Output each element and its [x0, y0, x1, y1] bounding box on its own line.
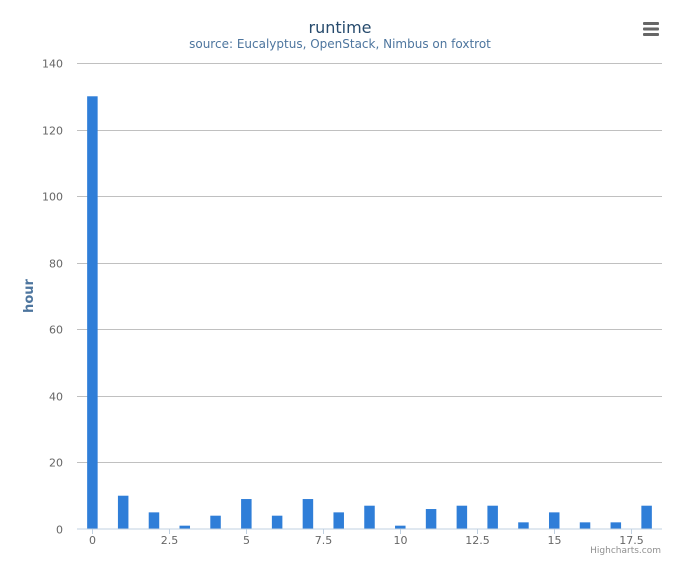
bar — [241, 499, 252, 529]
y-tick-label: 0 — [56, 524, 63, 537]
x-tick-label: 15 — [548, 534, 562, 547]
y-tick-label: 100 — [42, 191, 63, 204]
bar — [117, 495, 129, 529]
chart-menu-button[interactable] — [636, 15, 666, 43]
y-tick-label: 20 — [49, 457, 63, 470]
x-tick-label: 10 — [394, 534, 408, 547]
x-tick-label: 12.5 — [465, 534, 490, 547]
bar — [425, 509, 437, 529]
x-tick-label: 7.5 — [315, 534, 333, 547]
bar — [148, 512, 160, 529]
credits-label[interactable]: Highcharts.com — [590, 546, 661, 556]
bar — [395, 525, 406, 529]
bar — [487, 505, 498, 529]
bar — [179, 525, 191, 529]
bar — [548, 512, 560, 529]
bar — [87, 96, 98, 529]
hamburger-menu-icon — [643, 22, 659, 36]
x-tick-label: 2.5 — [161, 534, 179, 547]
y-tick-label: 80 — [49, 258, 63, 271]
bar — [302, 499, 314, 529]
chart-subtitle: source: Eucalyptus, OpenStack, Nimbus on… — [189, 37, 491, 51]
bar — [210, 515, 221, 529]
bar-series — [87, 96, 652, 529]
y-tick-label: 140 — [42, 58, 63, 71]
y-tick-label: 60 — [49, 324, 63, 337]
x-tick-label: 5 — [243, 534, 250, 547]
x-tick-label: 17.5 — [619, 534, 644, 547]
bar — [456, 505, 468, 529]
x-tick-label: 0 — [89, 534, 96, 547]
bar — [641, 505, 652, 529]
gridlines — [77, 63, 662, 463]
bar — [610, 522, 622, 529]
y-tick-label: 40 — [49, 391, 63, 404]
chart-title: runtime — [308, 18, 371, 37]
y-axis-title: hour — [22, 278, 37, 312]
bar — [271, 515, 283, 529]
x-axis-ticks: 0 2.5 5 7.5 10 12.5 15 17.5 — [89, 529, 644, 547]
y-axis-tick-labels: 0 20 40 60 80 100 120 140 — [42, 58, 63, 537]
y-tick-label: 120 — [42, 125, 63, 138]
bar — [579, 522, 591, 529]
bar — [518, 522, 529, 529]
bar — [364, 505, 375, 529]
bar — [333, 512, 344, 529]
